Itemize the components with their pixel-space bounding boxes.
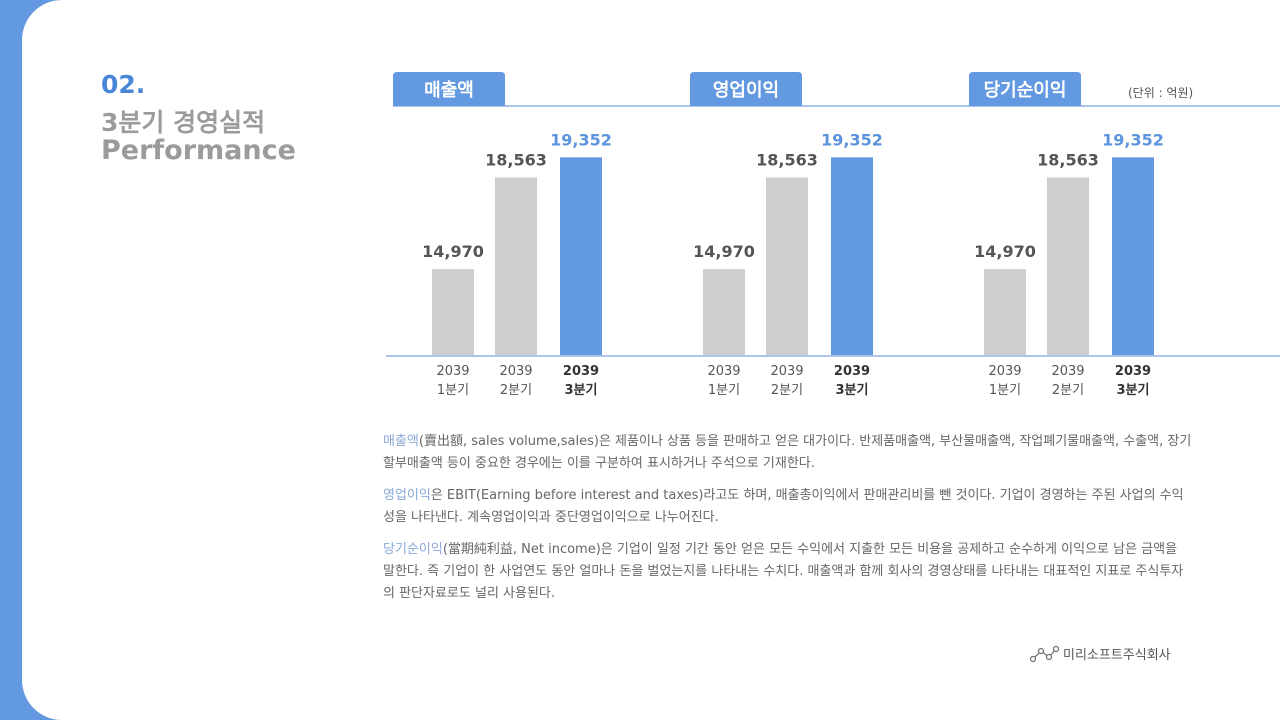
slide — [22, 0, 1280, 720]
x-tick-label: 2039 1분기 — [988, 364, 1021, 398]
x-tick-label: 2039 2분기 — [499, 364, 532, 398]
unit-label: (단위 : 억원) — [1128, 86, 1193, 100]
section-number: 02. — [101, 70, 146, 99]
bar — [831, 157, 873, 355]
value-label: 14,970 — [693, 242, 755, 261]
note: 매출액(賣出額, sales volume,sales)은 제품이나 상품 등을… — [383, 431, 1193, 475]
bar — [984, 269, 1026, 355]
note-text: (賣出額, sales volume,sales)은 제품이나 상품 등을 판매… — [383, 434, 1192, 471]
bar — [432, 269, 474, 355]
chart-title: 당기순이익 — [984, 80, 1067, 101]
section-title: 3분기 경영실적 — [101, 108, 266, 137]
value-label: 19,352 — [550, 130, 612, 149]
note-term: 영업이익 — [383, 488, 431, 503]
x-tick-label: 2039 2분기 — [770, 364, 803, 398]
note: 당기순이익(當期純利益, Net income)은 기업이 일정 기간 동안 얻… — [383, 539, 1193, 605]
bar — [1112, 157, 1154, 355]
note: 영업이익은 EBIT(Earning before interest and t… — [383, 485, 1193, 529]
chart-tab — [393, 72, 505, 106]
chart-title: 매출액 — [424, 80, 474, 101]
value-label: 19,352 — [1102, 130, 1164, 149]
logo-icon — [1029, 645, 1060, 663]
bar — [1047, 177, 1089, 355]
notes: 매출액(賣出額, sales volume,sales)은 제품이나 상품 등을… — [383, 431, 1193, 615]
bar — [495, 177, 537, 355]
chart-tab — [969, 72, 1081, 106]
value-label: 18,563 — [485, 150, 547, 169]
section-subtitle: Performance — [101, 135, 296, 166]
bar — [560, 157, 602, 355]
x-tick-label: 2039 3분기 — [834, 364, 870, 398]
bar — [766, 177, 808, 355]
bar — [703, 269, 745, 355]
value-label: 14,970 — [974, 242, 1036, 261]
x-tick-label: 2039 1분기 — [707, 364, 740, 398]
x-tick-label: 2039 3분기 — [1115, 364, 1151, 398]
x-tick-label: 2039 3분기 — [563, 364, 599, 398]
chart-tab — [690, 72, 802, 106]
value-label: 14,970 — [422, 242, 484, 261]
company-name: 미리소프트주식회사 — [1063, 648, 1171, 663]
note-term: 당기순이익 — [383, 542, 443, 557]
chart-title: 영업이익 — [713, 80, 779, 101]
x-tick-label: 2039 2분기 — [1051, 364, 1084, 398]
note-text: 은 EBIT(Earning before interest and taxes… — [383, 488, 1184, 525]
note-term: 매출액 — [383, 434, 419, 449]
value-label: 18,563 — [756, 150, 818, 169]
value-label: 18,563 — [1037, 150, 1099, 169]
value-label: 19,352 — [821, 130, 883, 149]
note-text: (當期純利益, Net income)은 기업이 일정 기간 동안 얻은 모든 … — [383, 542, 1184, 601]
x-tick-label: 2039 1분기 — [436, 364, 469, 398]
